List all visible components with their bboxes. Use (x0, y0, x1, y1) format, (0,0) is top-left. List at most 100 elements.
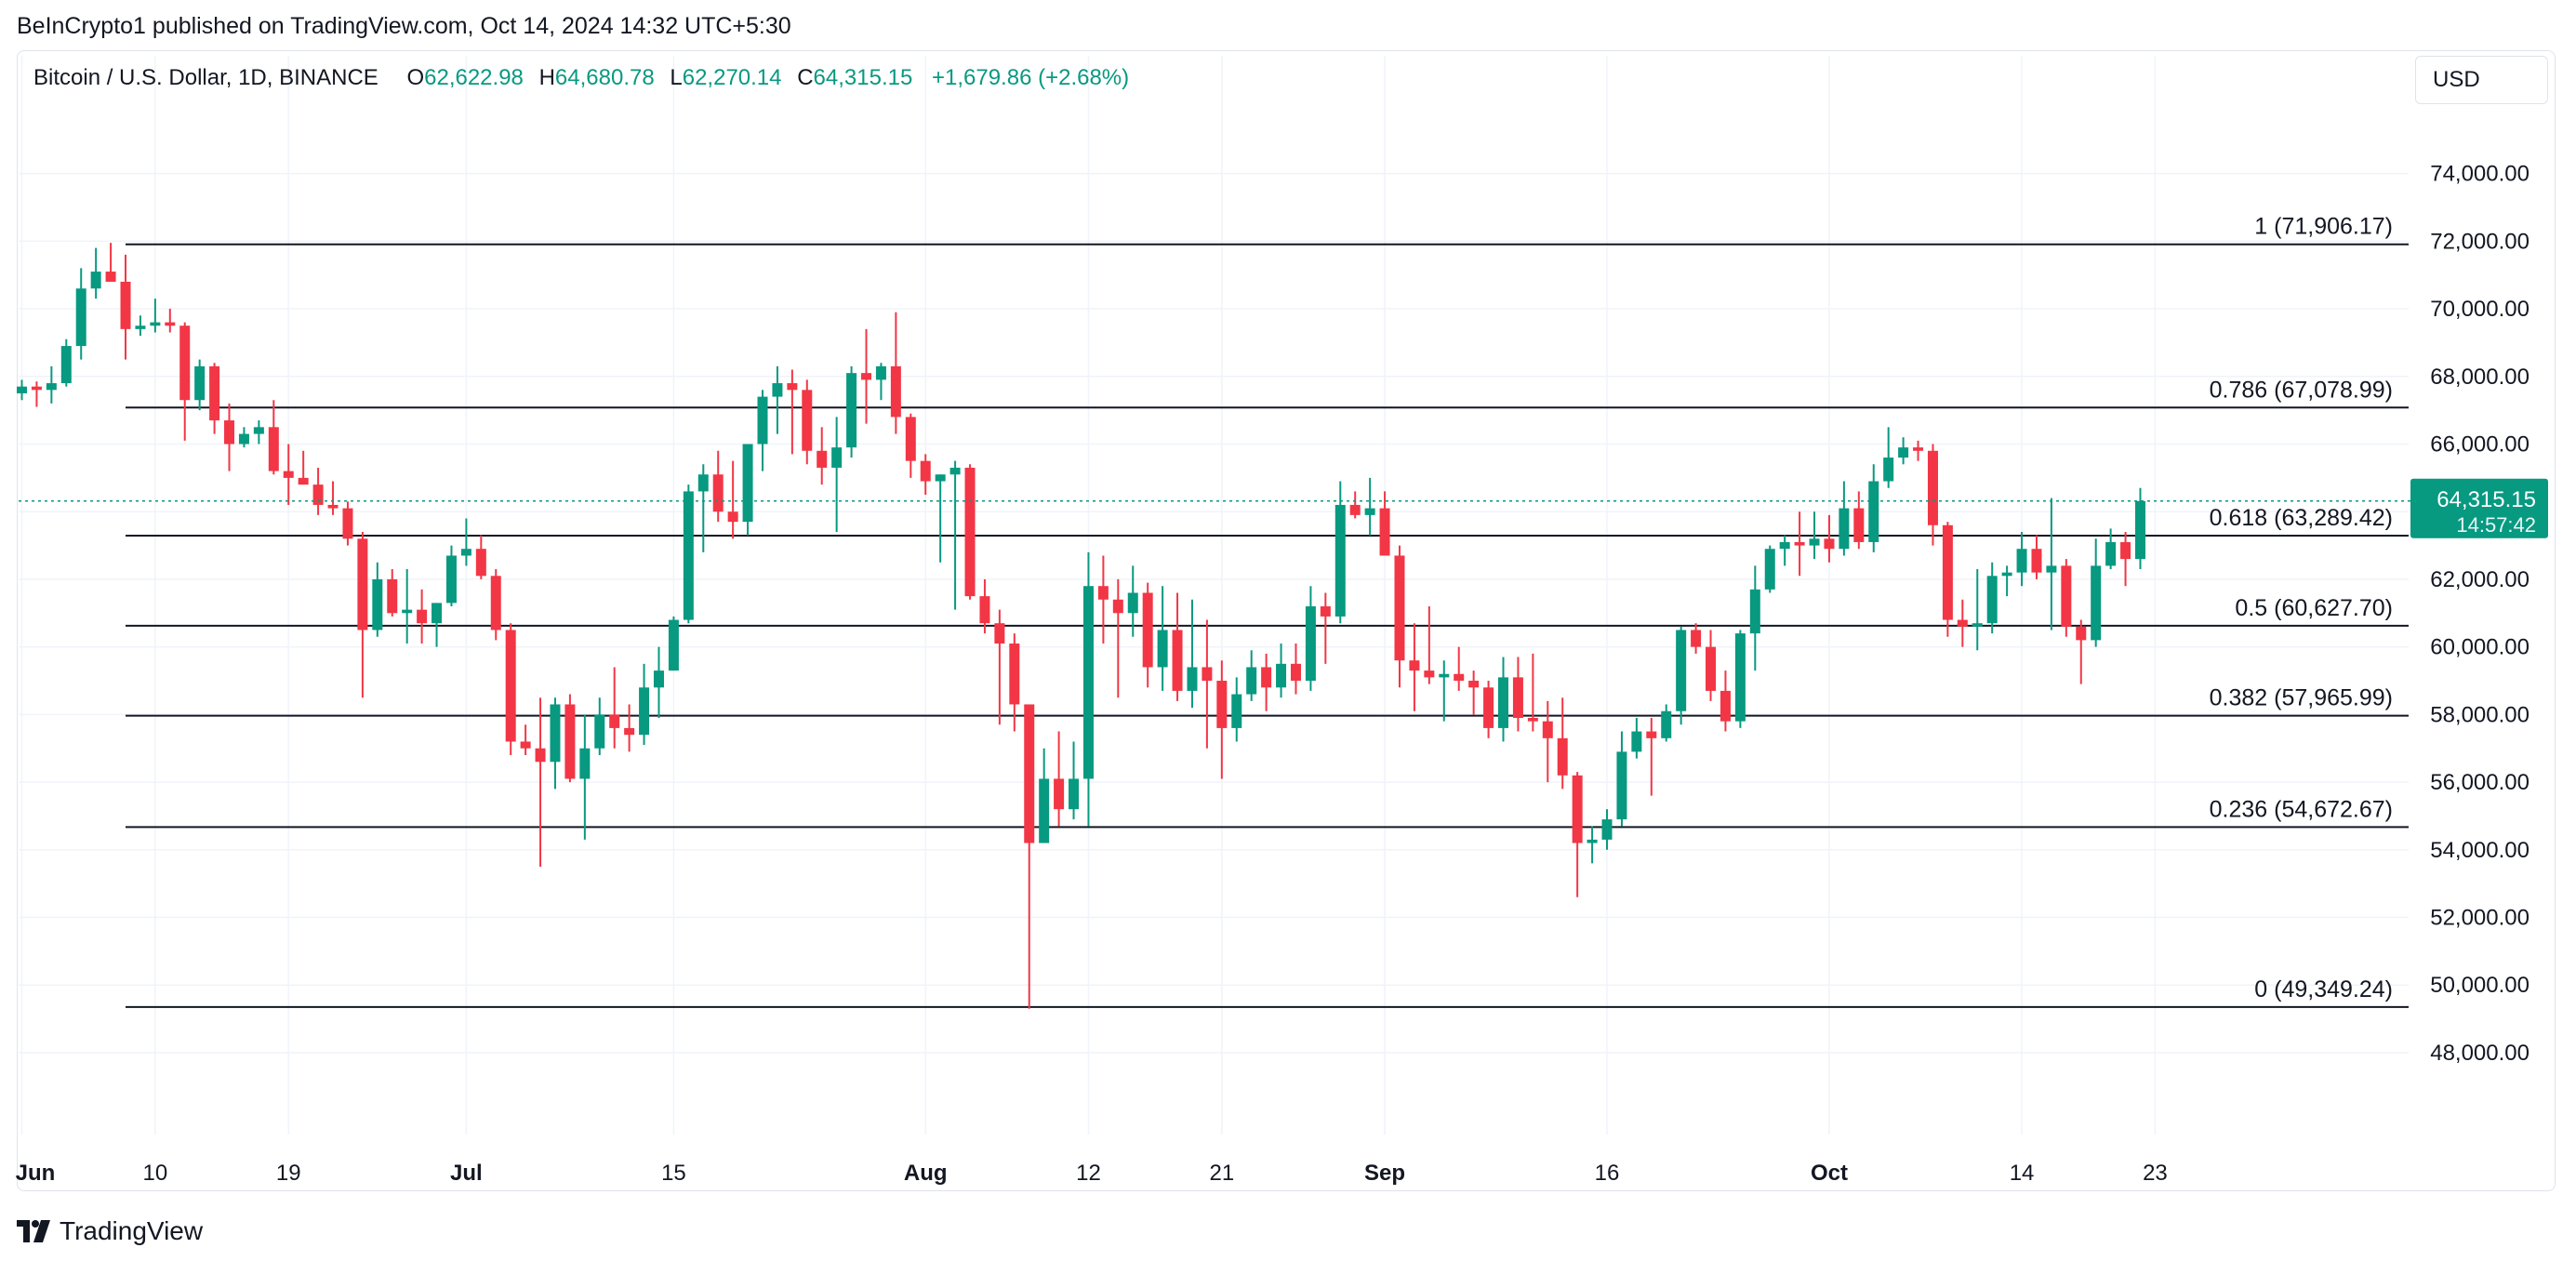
y-tick-label: 62,000.00 (2430, 567, 2530, 592)
candle-body-down (861, 373, 872, 380)
candle-body-up (75, 288, 86, 347)
close-value: 64,315.15 (813, 65, 913, 90)
candle-body-down (209, 365, 220, 421)
fib-level-label: 0.236 (54,672.67) (2210, 796, 2393, 822)
candle-body-up (1839, 508, 1850, 550)
candle-body-up (238, 433, 249, 445)
candle-body-down (1557, 737, 1568, 776)
grid-layer (19, 56, 2409, 1135)
candle-body-up (653, 670, 664, 688)
y-tick-label: 74,000.00 (2430, 162, 2530, 187)
y-tick-label: 60,000.00 (2430, 635, 2530, 660)
candle-body-up (2046, 565, 2057, 573)
candle-body-down (1706, 646, 1717, 691)
currency-selector-button[interactable]: USD (2415, 56, 2548, 104)
candle-body-down (979, 596, 990, 624)
candle-body-down (1913, 447, 1924, 451)
candle-body-down (31, 386, 42, 391)
candle-body-down (1691, 630, 1702, 647)
candle-body-up (150, 322, 161, 326)
candle-body-up (1439, 673, 1450, 678)
y-tick-label: 70,000.00 (2430, 297, 2530, 322)
candle-body-down (1009, 644, 1020, 705)
candle-body-up (1334, 504, 1346, 617)
candle-body-up (432, 603, 443, 624)
candle-body-up (402, 609, 413, 614)
candle-body-down (964, 467, 976, 597)
candle-body-down (890, 365, 901, 418)
open-label: O (406, 65, 425, 90)
y-tick-label: 48,000.00 (2430, 1041, 2530, 1066)
candle-body-down (905, 417, 916, 461)
candle-body-up (875, 365, 886, 380)
current-price-tag: 64,315.15 14:57:42 (19, 478, 2548, 538)
candle-body-up (697, 474, 709, 492)
candle-body-down (387, 578, 398, 614)
candle-body-up (1661, 710, 1672, 738)
candle-body-down (787, 383, 798, 391)
candle-body-up (1868, 481, 1879, 542)
x-tick-label: 23 (2143, 1161, 2168, 1186)
candle-body-up (742, 444, 753, 523)
candle-body-down (417, 609, 428, 624)
candle-body-up (1276, 663, 1287, 688)
tradingview-brand[interactable]: TradingView (17, 1216, 203, 1246)
low-value: 62,270.14 (682, 65, 782, 90)
candle-body-up (2016, 549, 2027, 573)
current-price-box (2410, 478, 2548, 538)
candle-countdown: 14:57:42 (2456, 513, 2536, 537)
candle-body-down (1720, 690, 1731, 722)
y-tick-label: 56,000.00 (2430, 770, 2530, 795)
fib-level-label: 0.5 (60,627.70) (2235, 595, 2393, 621)
candle-body-down (609, 714, 620, 728)
candle-body-down (1794, 541, 1805, 546)
candle-body-up (1587, 839, 1598, 843)
candle-body-down (1572, 775, 1583, 843)
candle-body-up (579, 748, 591, 779)
candle-body-down (1468, 681, 1480, 688)
candle-body-up (1734, 633, 1746, 722)
symbol-name: Bitcoin / U.S. Dollar, 1D, BINANCE (33, 65, 378, 90)
candle-body-up (1898, 447, 1909, 458)
candle-body-up (1082, 586, 1094, 779)
candle-body-down (357, 538, 368, 630)
candle-body-down (1112, 599, 1123, 614)
candle-body-down (1054, 778, 1065, 810)
y-tick-label: 68,000.00 (2430, 365, 2530, 390)
candle-body-down (105, 272, 116, 282)
candle-body-down (283, 471, 294, 478)
candle-body-down (1957, 619, 1968, 627)
candle-body-up (1305, 606, 1316, 682)
candle-body-down (179, 325, 191, 401)
current-price-value: 64,315.15 (2437, 487, 2536, 512)
x-tick-label: Jul (450, 1161, 483, 1186)
candle-body-up (194, 365, 206, 401)
candle-body-down (1216, 681, 1228, 728)
candle-body-down (2120, 541, 2131, 560)
candle-body-up (1883, 458, 1894, 482)
fib-level-label: 0.618 (63,289.42) (2210, 505, 2393, 531)
candle-body-down (1394, 555, 1405, 661)
candle-body-up (60, 346, 72, 384)
candle-body-up (17, 386, 27, 393)
x-tick-label: Sep (1364, 1161, 1405, 1186)
candle-body-down (1024, 704, 1035, 843)
candle-body-down (1290, 663, 1301, 682)
candle-body-up (46, 383, 57, 391)
candle-body-up (1972, 623, 1983, 627)
candle-body-down (1454, 673, 1465, 682)
candle-body-up (2134, 500, 2145, 560)
candle-body-up (683, 491, 694, 620)
x-tick-label: 21 (1209, 1161, 1234, 1186)
candle-body-down (727, 511, 738, 523)
y-tick-label: 72,000.00 (2430, 229, 2530, 254)
candle-body-up (1246, 667, 1257, 695)
candle-body-up (949, 467, 961, 475)
candle-body-up (1631, 731, 1642, 752)
x-tick-label: Aug (904, 1161, 948, 1186)
candle-body-up (1764, 549, 1775, 590)
candle-body-down (712, 474, 724, 512)
price-axis: 48,000.00 50,000.00 52,000.00 54,000.00 56,0… (2430, 162, 2530, 1066)
high-label: H (538, 65, 555, 90)
